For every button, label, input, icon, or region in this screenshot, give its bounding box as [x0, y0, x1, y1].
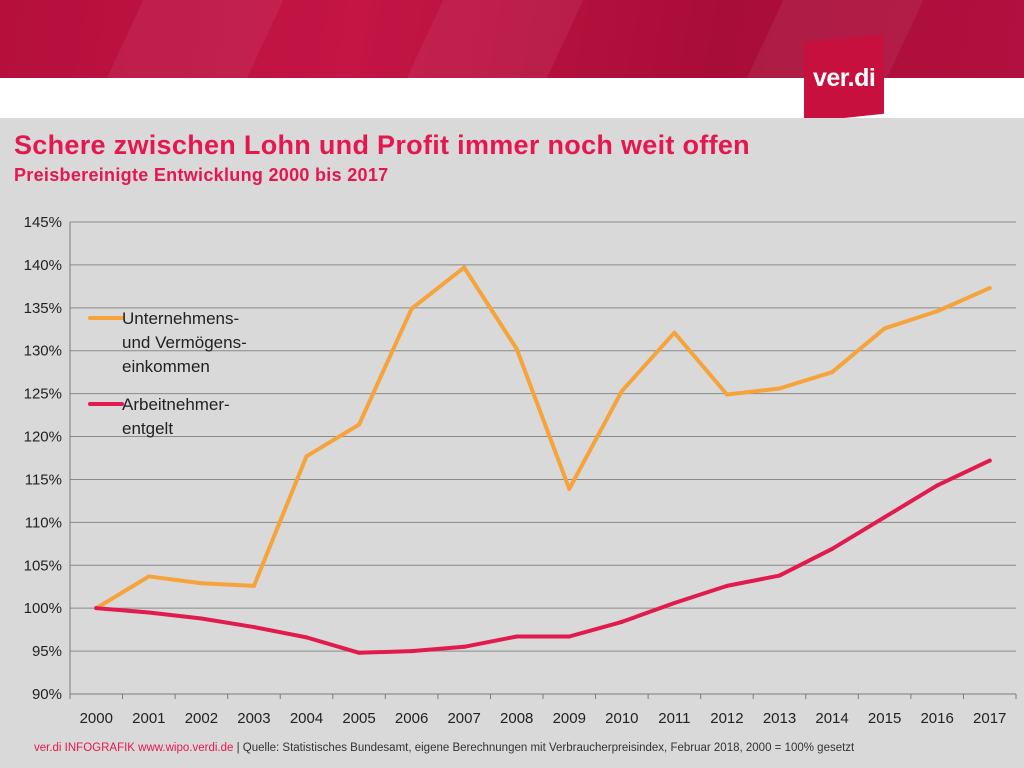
series-1-point: [672, 330, 677, 335]
x-tick-label: 2012: [710, 710, 743, 727]
series-1-point: [724, 392, 729, 397]
y-tick-label: 110%: [25, 514, 62, 531]
series-line-1: [94, 265, 992, 611]
x-tick-label: 2016: [920, 710, 953, 727]
series-2-point: [357, 650, 362, 655]
series-1-point: [830, 370, 835, 375]
x-tick-label: 2006: [395, 710, 428, 727]
x-tick-label: 2017: [973, 710, 1006, 727]
chart-panel: [0, 118, 1024, 768]
series-2-point: [777, 573, 782, 578]
series-2-point: [619, 619, 624, 624]
x-tick-label: 2000: [80, 710, 113, 727]
series-1-point: [619, 389, 624, 394]
x-tick-label: 2004: [290, 710, 323, 727]
x-tick-label: 2002: [185, 710, 218, 727]
x-tick-label: 2003: [237, 710, 270, 727]
x-tick-label: 2005: [342, 710, 375, 727]
series-1-point: [251, 583, 256, 588]
series-1-point: [357, 422, 362, 427]
chart-title: Schere zwischen Lohn und Profit immer no…: [14, 130, 750, 160]
y-tick-label: 95%: [32, 643, 62, 660]
y-tick-label: 115%: [25, 471, 62, 488]
series-2-point: [304, 635, 309, 640]
x-tick-label: 2011: [658, 710, 690, 727]
y-tick-label: 140%: [24, 257, 62, 274]
logo-text: ver.di: [812, 63, 876, 92]
series-1-point: [777, 386, 782, 391]
series-2-point: [251, 625, 256, 630]
series-2-point: [987, 458, 992, 463]
x-tick-label: 2009: [553, 710, 586, 727]
y-tick-label: 145%: [24, 214, 62, 231]
series-2-point: [882, 515, 887, 520]
series-1-point: [462, 265, 467, 270]
verdi-logo: ver.di: [804, 33, 884, 123]
series-1-point: [409, 306, 414, 311]
series-2-point: [830, 546, 835, 551]
chart-subtitle: Preisbereinigte Entwicklung 2000 bis 201…: [14, 165, 389, 185]
x-tick-label: 2001: [132, 710, 165, 727]
series-2-point: [724, 583, 729, 588]
series-1-point: [146, 574, 151, 579]
series-2-point: [409, 649, 414, 654]
series-2-point: [672, 601, 677, 606]
y-tick-label: 125%: [24, 386, 62, 403]
footer: ver.di INFOGRAFIK www.wipo.verdi.de | Qu…: [34, 742, 854, 754]
y-tick-label: 100%: [24, 600, 62, 617]
legend-label-1: einkommen: [122, 357, 210, 376]
series-1-point: [304, 454, 309, 459]
legend-label-1: Unternehmens-: [122, 309, 239, 328]
series-2-point: [146, 610, 151, 615]
series-1-point: [987, 286, 992, 291]
series-2-point: [199, 616, 204, 621]
series-2-point: [514, 634, 519, 639]
legend-label-2: Arbeitnehmer-: [122, 395, 230, 414]
series-2-point: [462, 644, 467, 649]
series-1-point: [935, 309, 940, 314]
y-tick-label: 135%: [24, 300, 62, 317]
series-line-2: [94, 458, 992, 655]
footer-source: | Quelle: Statistisches Bundesamt, eigen…: [233, 742, 855, 754]
x-tick-label: 2014: [815, 710, 848, 727]
y-tick-label: 90%: [32, 686, 62, 703]
y-tick-label: 105%: [24, 557, 62, 574]
series-2-point: [935, 483, 940, 488]
footer-brand[interactable]: ver.di INFOGRAFIK www.wipo.verdi.de: [34, 742, 234, 754]
series-2-point: [567, 634, 572, 639]
x-tick-label: 2010: [605, 710, 638, 727]
x-tick-label: 2015: [868, 710, 901, 727]
series-1-point: [514, 347, 519, 352]
x-tick-label: 2013: [763, 710, 796, 727]
y-tick-label: 120%: [24, 429, 62, 446]
legend-label-1: und Vermögens-: [122, 333, 247, 352]
series-2-point: [94, 606, 99, 611]
series-1-point: [882, 326, 887, 331]
series-1-point: [199, 581, 204, 586]
line-chart: 90% 95% 100% 105% 110% 115% 120% 125% 130% 135% 14…: [24, 214, 1017, 727]
legend-label-2: entgelt: [122, 419, 173, 438]
x-tick-label: 2007: [447, 710, 480, 727]
series-1-point: [567, 486, 572, 491]
x-tick-label: 2008: [500, 710, 533, 727]
y-tick-label: 130%: [24, 343, 62, 360]
